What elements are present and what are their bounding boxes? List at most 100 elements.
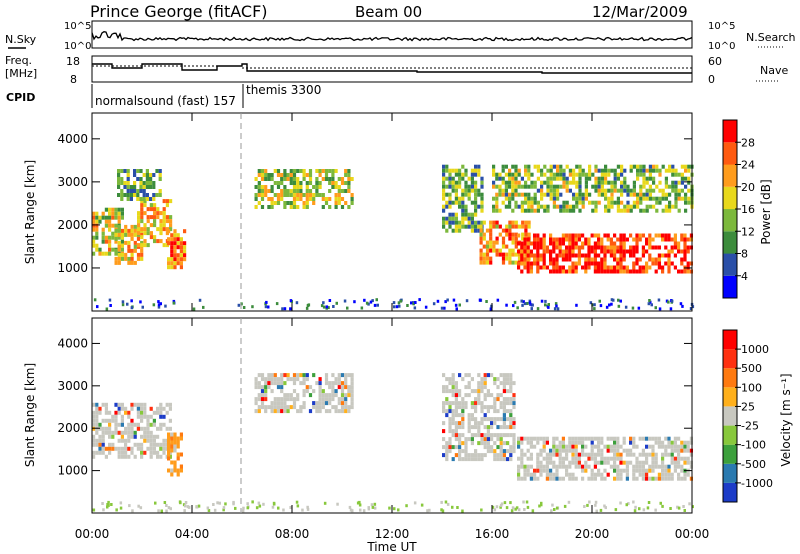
heatmap-cell xyxy=(641,233,645,238)
heatmap-cell xyxy=(584,265,588,270)
heatmap-cell xyxy=(577,249,581,254)
heatmap-cell xyxy=(143,227,147,232)
heatmap-cell xyxy=(344,405,348,410)
heatmap-cell xyxy=(616,176,620,181)
heatmap-cell xyxy=(617,298,620,302)
heatmap-cell xyxy=(133,422,137,427)
heatmap-cell xyxy=(664,196,668,201)
heatmap-cell xyxy=(575,200,579,205)
heatmap-cell xyxy=(680,196,684,201)
y-tick-label: 4000 xyxy=(57,132,88,146)
heatmap-cell xyxy=(542,468,546,473)
heatmap-cell xyxy=(470,224,474,229)
heatmap-cell xyxy=(597,176,601,181)
heatmap-cell xyxy=(143,434,147,439)
heatmap-cell xyxy=(489,240,493,245)
heatmap-cell xyxy=(492,248,496,253)
heatmap-cell xyxy=(140,450,144,455)
heatmap-cell xyxy=(451,188,455,193)
heatmap-cell xyxy=(568,188,572,193)
heatmap-cell xyxy=(480,453,484,458)
heatmap-cell xyxy=(664,452,668,457)
heatmap-cell xyxy=(658,168,662,173)
heatmap-cell xyxy=(169,507,172,511)
heatmap-cell xyxy=(111,247,115,252)
heatmap-cell xyxy=(584,436,588,441)
heatmap-cell xyxy=(499,405,503,410)
heatmap-cell xyxy=(509,409,513,414)
heatmap-cell xyxy=(296,205,300,209)
heatmap-cell xyxy=(673,253,677,258)
heatmap-cell xyxy=(550,509,553,513)
heatmap-cell xyxy=(552,184,556,189)
heatmap-cell xyxy=(485,248,490,253)
heatmap-cell xyxy=(332,305,335,308)
heatmap-cell xyxy=(442,389,446,394)
heatmap-cell xyxy=(264,397,268,402)
heatmap-cell xyxy=(584,196,588,201)
heatmap-cell xyxy=(512,417,516,422)
heatmap-cell xyxy=(111,223,115,228)
heatmap-cell xyxy=(464,449,468,454)
heatmap-cell xyxy=(485,240,490,245)
heatmap-cell xyxy=(625,468,629,473)
heatmap-cell xyxy=(677,241,681,246)
heatmap-cell xyxy=(153,219,157,224)
heatmap-cell xyxy=(153,207,157,212)
heatmap-cell xyxy=(260,189,265,193)
heatmap-cell xyxy=(159,446,163,451)
heatmap-cell xyxy=(183,249,187,254)
heatmap-cell xyxy=(461,172,465,177)
heatmap-cell xyxy=(117,256,121,261)
heatmap-cell xyxy=(561,269,565,274)
heatmap-cell xyxy=(115,508,118,512)
heatmap-cell xyxy=(365,301,369,305)
heatmap-cell xyxy=(258,504,262,508)
heatmap-cell xyxy=(671,180,675,185)
heatmap-cell xyxy=(572,172,576,177)
heatmap-cell xyxy=(486,437,490,442)
heatmap-cell xyxy=(454,405,458,410)
heatmap-cell xyxy=(296,169,300,173)
heatmap-cell xyxy=(152,197,156,201)
heatmap-cell xyxy=(413,306,417,310)
heatmap-cell xyxy=(179,432,183,437)
heatmap-cell xyxy=(607,188,611,193)
heatmap-cell xyxy=(526,257,530,262)
heatmap-cell xyxy=(139,189,143,193)
heatmap-cell xyxy=(581,448,585,453)
heatmap-cell xyxy=(556,204,560,209)
heatmap-cell xyxy=(337,201,341,205)
heatmap-cell xyxy=(671,204,675,209)
heatmap-cell xyxy=(117,215,121,220)
heatmap-cell xyxy=(641,472,645,477)
heatmap-cell xyxy=(292,201,297,205)
heatmap-cell xyxy=(670,460,674,465)
heatmap-cell xyxy=(632,464,636,469)
heatmap-cell xyxy=(445,401,449,406)
noise-left-bottom-tick: 10^0 xyxy=(64,41,91,52)
heatmap-cell xyxy=(638,472,642,477)
heatmap-cell xyxy=(260,205,265,209)
heatmap-cell xyxy=(156,450,160,455)
heatmap-cell xyxy=(520,452,524,457)
heatmap-cell xyxy=(451,200,455,205)
heatmap-cell xyxy=(683,241,687,246)
heatmap-cell xyxy=(117,410,121,415)
heatmap-cell xyxy=(552,261,556,266)
heatmap-cell xyxy=(508,184,512,189)
heatmap-cell xyxy=(645,176,649,181)
heatmap-cell xyxy=(619,468,623,473)
heatmap-cell xyxy=(458,224,462,229)
heatmap-cell xyxy=(464,208,468,213)
heatmap-cell xyxy=(664,180,668,185)
heatmap-cell xyxy=(549,241,553,246)
x-tick-label: 12:00 xyxy=(375,527,410,541)
heatmap-cell xyxy=(334,185,338,189)
heatmap-cell xyxy=(625,265,629,270)
heatmap-cell xyxy=(609,436,613,441)
heatmap-cell xyxy=(606,265,610,270)
heatmap-cell xyxy=(514,244,518,249)
heatmap-cell xyxy=(658,172,662,177)
heatmap-cell xyxy=(574,444,578,449)
